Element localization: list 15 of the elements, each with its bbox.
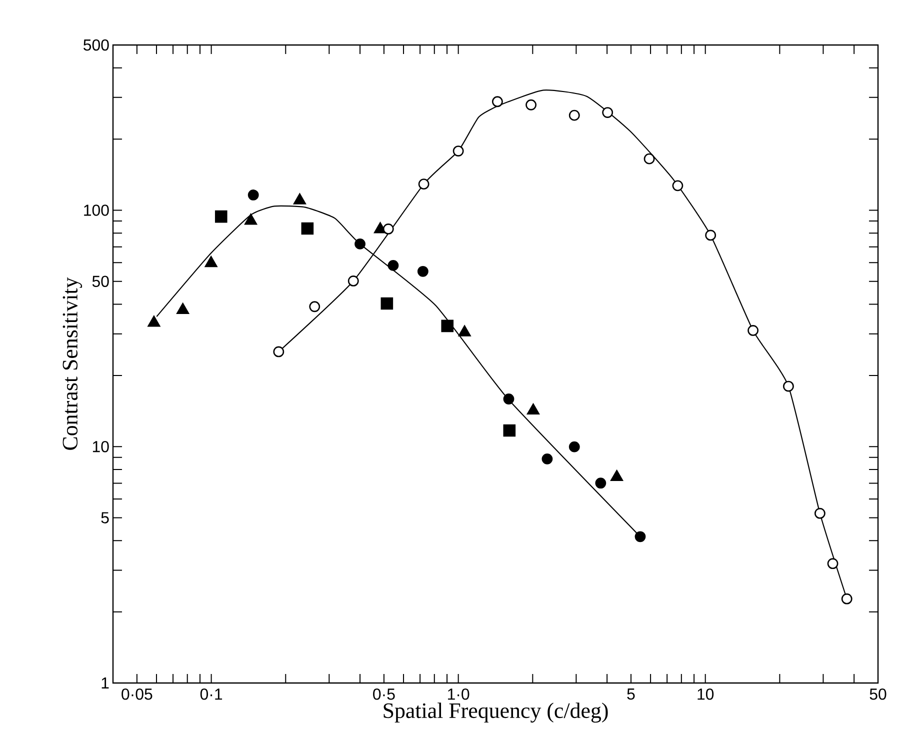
x-tick-label: 10 [698, 688, 714, 700]
x-tick-label: 0·05 [122, 688, 152, 700]
x-tick-label: 0·1 [200, 688, 222, 700]
y-tick-label: 500 [84, 39, 109, 51]
x-axis-title: Spatial Frequency (c/deg) [384, 702, 608, 723]
y-tick-label: 50 [92, 276, 109, 288]
x-tick-label: 0·5 [373, 688, 395, 700]
x-tick-label: 5 [627, 688, 635, 700]
y-tick-label: 10 [92, 440, 109, 452]
y-tick-label: 100 [84, 204, 109, 216]
y-tick-label: 5 [101, 512, 109, 524]
y-axis-title: Contrast Sensitivity [62, 277, 82, 450]
y-tick-label: 1 [102, 678, 109, 688]
x-tick-label: 1·0 [448, 688, 470, 700]
x-tick-label: 50 [870, 688, 886, 700]
